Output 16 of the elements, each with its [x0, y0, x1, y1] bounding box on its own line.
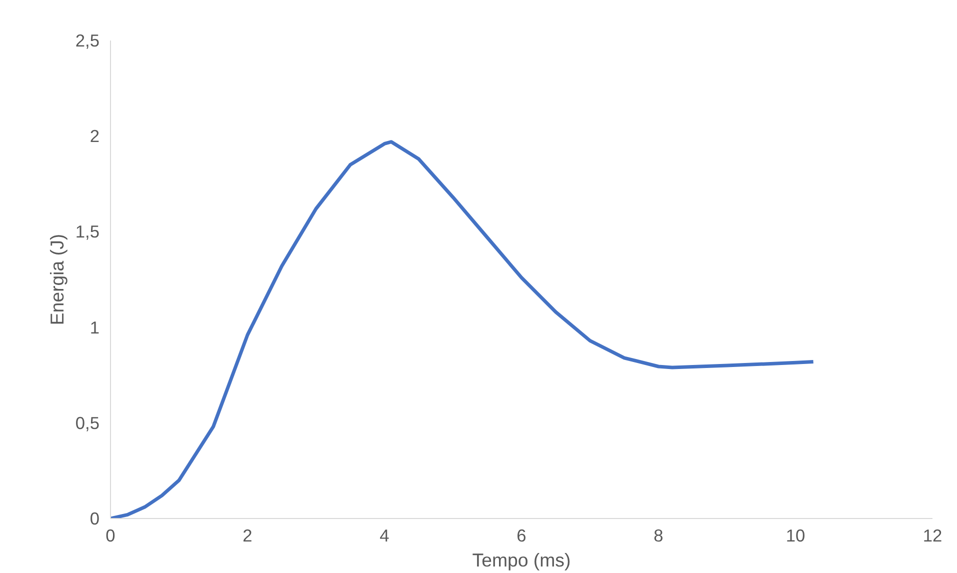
- x-axis-title: Tempo (ms): [472, 550, 571, 570]
- y-tick-label: 0,5: [75, 412, 100, 433]
- x-tick-label: 8: [654, 526, 664, 546]
- x-tick-label: 10: [786, 526, 806, 546]
- x-tick-label: 0: [106, 526, 116, 546]
- y-tick-label: 0: [90, 508, 100, 528]
- y-tick-label: 1: [90, 317, 100, 338]
- y-tick-label: 2: [90, 126, 100, 146]
- y-tick-label: 1,5: [75, 222, 100, 242]
- y-axis-title: Energia (J): [46, 234, 68, 326]
- x-tick-label: 4: [380, 526, 390, 546]
- line-series: [110, 140, 816, 518]
- x-tick-label: 12: [922, 526, 942, 546]
- y-tick-label: 2,5: [75, 30, 100, 50]
- x-tick-label: 6: [516, 526, 526, 546]
- x-tick-label: 2: [242, 526, 252, 546]
